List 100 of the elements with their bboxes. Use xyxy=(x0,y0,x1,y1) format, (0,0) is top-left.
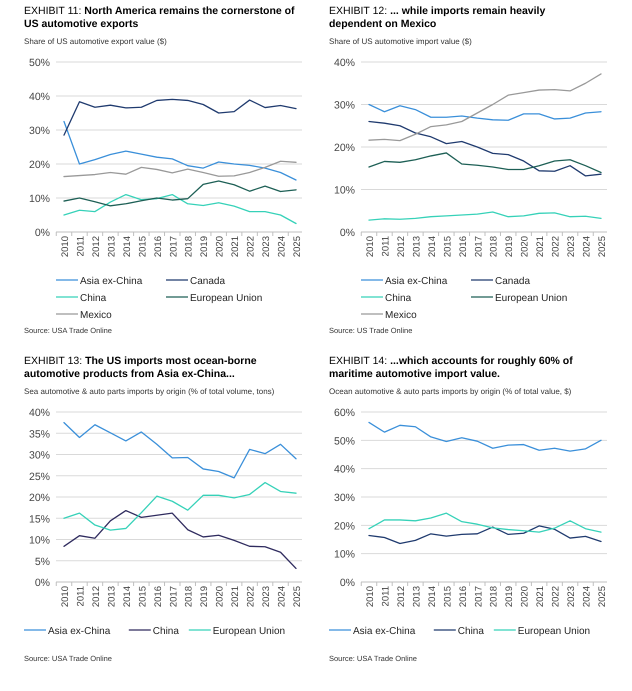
x-tick-label: 2023 xyxy=(261,586,272,608)
legend-label: Asia ex-China xyxy=(353,626,416,637)
legend-label: China xyxy=(152,626,180,637)
x-tick-label: 2010 xyxy=(60,586,71,608)
x-tick-label: 2020 xyxy=(520,586,531,608)
x-tick-label: 2022 xyxy=(550,586,562,608)
x-tick-label: 2013 xyxy=(411,236,422,258)
line-series xyxy=(63,180,297,206)
x-tick-label: 2015 xyxy=(442,586,454,608)
chart-subtitle: Ocean automotive & auto parts imports by origin (% of total value, $) xyxy=(329,387,572,396)
x-tick-label: 2019 xyxy=(504,586,516,608)
y-tick-label: 30% xyxy=(334,100,355,112)
y-tick-label: 0% xyxy=(34,227,50,239)
y-tick-label: 20% xyxy=(28,159,50,171)
y-tick-label: 40% xyxy=(28,407,50,419)
x-tick-label: 2010 xyxy=(365,236,376,258)
y-tick-label: 30% xyxy=(334,492,355,504)
y-tick-label: 10% xyxy=(334,548,355,561)
x-tick-label: 2020 xyxy=(214,236,226,258)
legend-label: Mexico xyxy=(80,310,112,321)
x-tick-label: 2011 xyxy=(380,236,392,256)
legend-label: Mexico xyxy=(385,310,418,321)
x-tick-label: 2015 xyxy=(442,236,454,258)
y-tick-label: 50% xyxy=(334,435,355,448)
y-tick-label: 10% xyxy=(28,193,50,205)
y-tick-label: 25% xyxy=(28,470,50,483)
line-series xyxy=(63,160,297,178)
y-tick-label: 30% xyxy=(28,450,50,462)
x-tick-label: 2018 xyxy=(488,586,500,608)
x-tick-label: 2020 xyxy=(520,236,531,258)
x-tick-label: 2025 xyxy=(597,236,608,258)
y-tick-label: 35% xyxy=(28,428,50,440)
x-tick-label: 2015 xyxy=(137,586,148,608)
x-tick-label: 2024 xyxy=(582,586,593,608)
y-tick-label: 0% xyxy=(34,577,50,589)
line-series xyxy=(63,422,297,479)
legend-label: European Union xyxy=(190,293,262,304)
x-tick-label: 2023 xyxy=(261,236,272,258)
x-tick-label: 2022 xyxy=(246,586,257,608)
legend-label: European Union xyxy=(212,626,286,637)
chart-title: EXHIBIT 11: North America remains the cornerstone of US automotive exports xyxy=(24,5,296,30)
x-tick-label: 2024 xyxy=(276,236,288,258)
x-tick-label: 2014 xyxy=(426,236,438,258)
x-tick-label: 2017 xyxy=(168,236,180,258)
chart-title: EXHIBIT 13: The US imports most ocean-borne automotive products from Asia ex-China... xyxy=(24,355,257,380)
x-tick-label: 2016 xyxy=(458,586,469,608)
legend-label: Asia ex-China xyxy=(48,626,111,637)
x-tick-label: 2010 xyxy=(365,586,376,608)
y-tick-label: 5% xyxy=(34,556,50,568)
chart-subtitle: Share of US automotive import value ($) xyxy=(329,37,472,46)
y-tick-label: 50% xyxy=(28,57,50,69)
x-tick-label: 2018 xyxy=(184,236,195,258)
line-series xyxy=(368,525,602,544)
x-tick-label: 2013 xyxy=(411,586,422,608)
line-series xyxy=(63,194,297,224)
x-tick-label: 2012 xyxy=(396,586,407,608)
x-tick-label: 2012 xyxy=(90,236,102,258)
line-series xyxy=(63,510,297,570)
chart-subtitle: Share of US automotive export value ($) xyxy=(24,37,168,46)
x-tick-label: 2016 xyxy=(458,236,469,258)
x-tick-label: 2023 xyxy=(566,236,578,258)
x-tick-label: 2015 xyxy=(137,236,148,258)
x-tick-label: 2021 xyxy=(535,586,546,608)
legend-label: China xyxy=(458,626,484,637)
y-tick-label: 0% xyxy=(340,577,355,589)
x-tick-label: 2019 xyxy=(504,236,516,258)
x-tick-label: 2025 xyxy=(597,586,608,608)
y-tick-label: 40% xyxy=(28,91,50,103)
x-tick-label: 2021 xyxy=(230,236,242,258)
y-tick-label: 15% xyxy=(28,513,50,526)
x-tick-label: 2012 xyxy=(90,586,102,608)
x-tick-label: 2023 xyxy=(566,586,578,608)
x-tick-label: 2014 xyxy=(122,586,133,608)
legend-label: China xyxy=(80,293,107,304)
chart-subtitle: Sea automotive & auto parts imports by origin (% of total volume, tons) xyxy=(24,387,275,396)
x-tick-label: 2022 xyxy=(550,236,562,258)
legend-label: Asia ex-China xyxy=(385,276,448,287)
line-series xyxy=(63,98,297,136)
x-tick-label: 2025 xyxy=(292,236,303,258)
x-tick-label: 2024 xyxy=(582,236,593,258)
x-tick-label: 2012 xyxy=(396,236,407,258)
chart-title: EXHIBIT 14: ...which accounts for roughly 60% of maritime automotive import value. xyxy=(329,355,574,380)
y-tick-label: 40% xyxy=(334,57,355,69)
line-series xyxy=(368,152,602,174)
line-series xyxy=(368,73,602,142)
x-tick-label: 2013 xyxy=(106,236,118,258)
y-tick-label: 20% xyxy=(334,142,355,154)
legend-label: Canada xyxy=(190,276,226,287)
x-tick-label: 2017 xyxy=(168,586,180,608)
x-tick-label: 2025 xyxy=(292,586,303,608)
x-tick-label: 2010 xyxy=(60,236,71,258)
legend-label: China xyxy=(385,293,412,304)
x-tick-label: 2011 xyxy=(75,586,86,606)
x-tick-label: 2017 xyxy=(473,236,484,258)
x-tick-label: 2020 xyxy=(214,586,226,608)
legend-label: Asia ex-China xyxy=(80,276,143,287)
y-tick-label: 0% xyxy=(340,227,355,239)
legend-label: European Union xyxy=(495,293,568,304)
legend-label: European Union xyxy=(518,626,590,637)
x-tick-label: 2016 xyxy=(152,586,164,608)
